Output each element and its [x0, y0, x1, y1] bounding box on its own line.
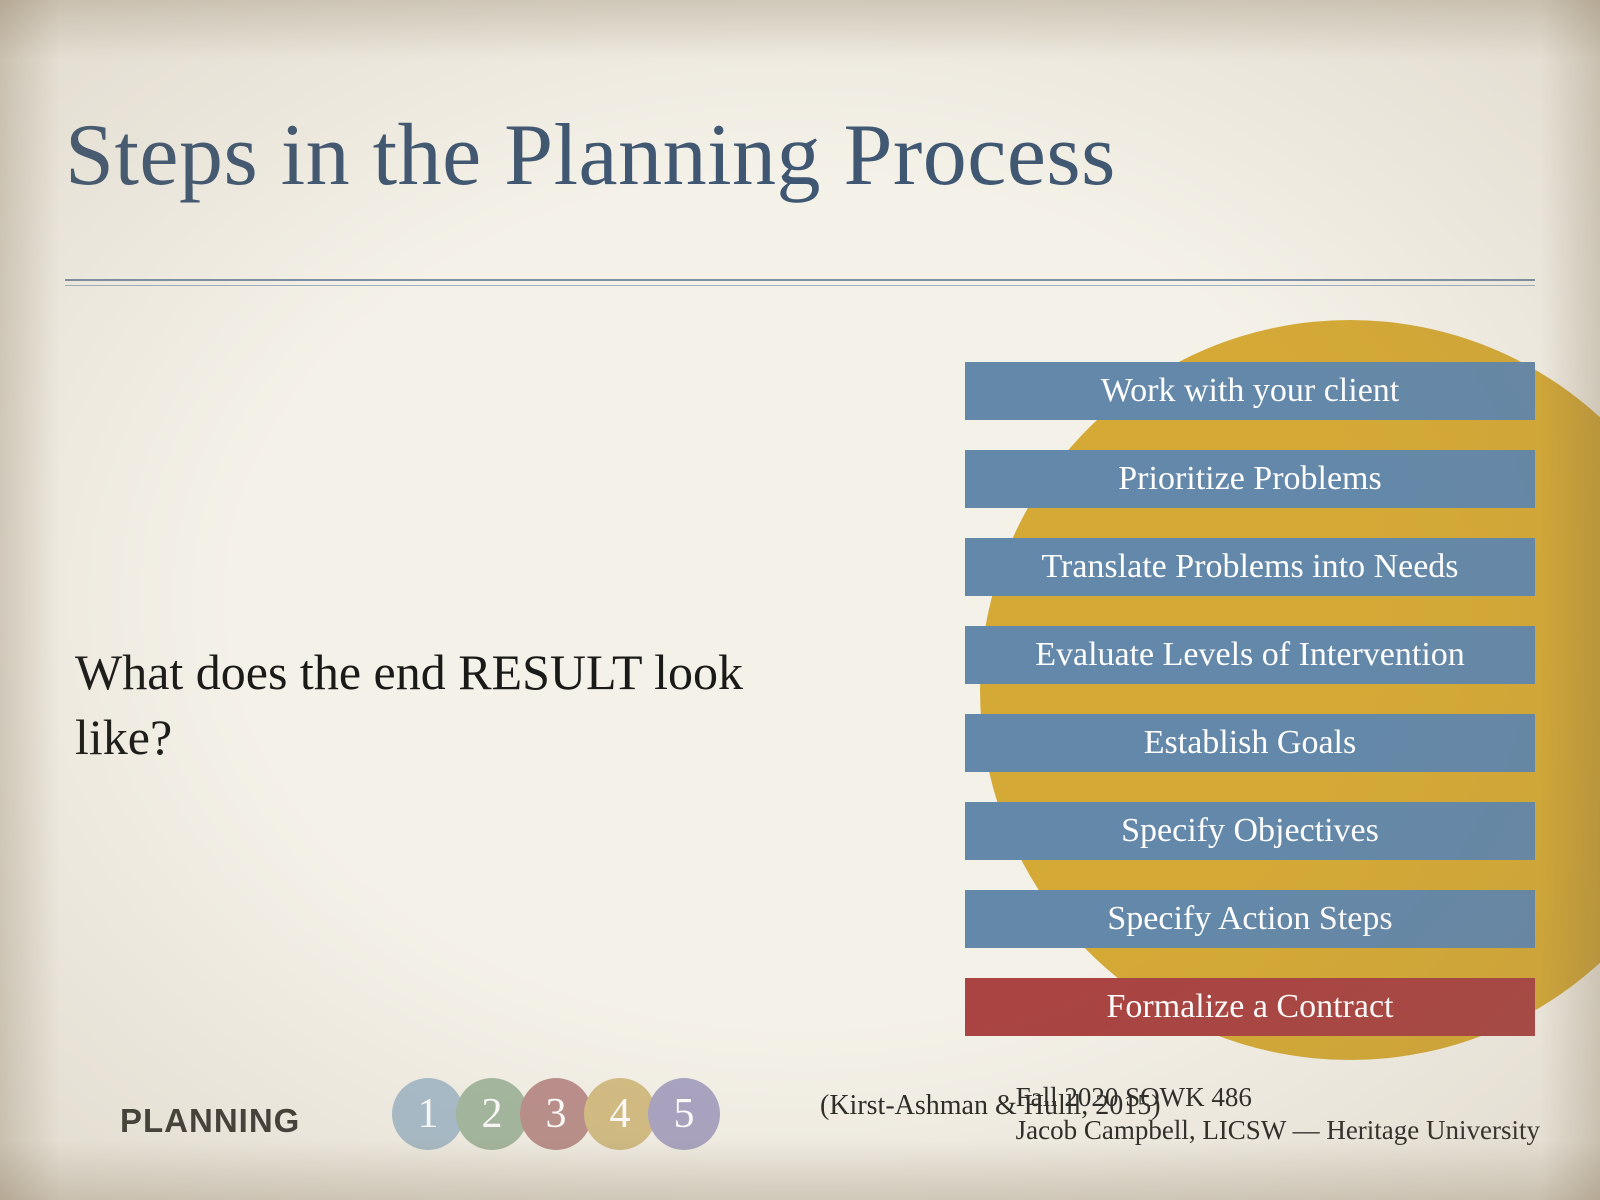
step-item: Evaluate Levels of Intervention — [965, 626, 1535, 684]
step-item: Prioritize Problems — [965, 450, 1535, 508]
step-label: Specify Action Steps — [1107, 900, 1392, 938]
footer: PLANNING 1 2 3 4 5 (Kirst-Ashman & Hulll… — [0, 1056, 1600, 1156]
pager-dot: 3 — [520, 1078, 592, 1150]
paper-edge-top — [0, 0, 1600, 60]
step-item: Work with your client — [965, 362, 1535, 420]
pager-dot: 1 — [392, 1078, 464, 1150]
step-label: Specify Objectives — [1121, 812, 1379, 850]
step-label: Evaluate Levels of Intervention — [1035, 636, 1465, 674]
step-label: Work with your client — [1101, 372, 1399, 410]
paper-edge-left — [0, 0, 60, 1200]
step-item: Establish Goals — [965, 714, 1535, 772]
step-label: Translate Problems into Needs — [1041, 548, 1458, 586]
section-label: PLANNING — [120, 1102, 300, 1140]
pager-dot: 4 — [584, 1078, 656, 1150]
step-item-highlight: Formalize a Contract — [965, 978, 1535, 1036]
step-label: Establish Goals — [1144, 724, 1356, 762]
course-block: Fall 2020 SOWK 486 Jacob Campbell, LICSW… — [1016, 1081, 1540, 1149]
author-line: Jacob Campbell, LICSW — Heritage Univers… — [1016, 1114, 1540, 1148]
pager-dot: 2 — [456, 1078, 528, 1150]
pager-dot: 5 — [648, 1078, 720, 1150]
step-label: Prioritize Problems — [1118, 460, 1381, 498]
step-item: Specify Objectives — [965, 802, 1535, 860]
prompt-text: What does the end RESULT look like? — [75, 640, 775, 770]
pager: 1 2 3 4 5 — [392, 1078, 720, 1150]
course-line: Fall 2020 SOWK 486 — [1016, 1081, 1540, 1115]
slide: Steps in the Planning Process What does … — [0, 0, 1600, 1200]
steps-list: Work with your client Prioritize Problem… — [965, 362, 1535, 1036]
step-item: Translate Problems into Needs — [965, 538, 1535, 596]
title-rule — [65, 279, 1535, 283]
slide-title: Steps in the Planning Process — [65, 105, 1116, 206]
step-label: Formalize a Contract — [1106, 988, 1393, 1026]
step-item: Specify Action Steps — [965, 890, 1535, 948]
